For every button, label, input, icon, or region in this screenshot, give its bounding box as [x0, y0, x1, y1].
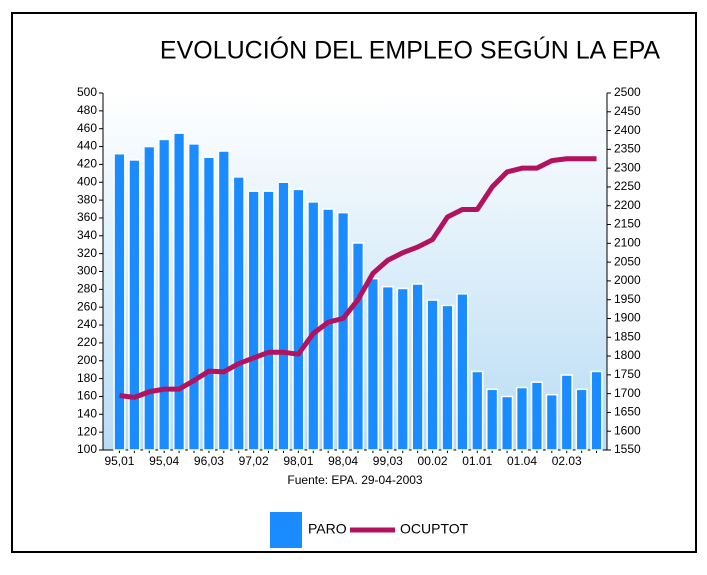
bar — [187, 143, 201, 451]
y2-tick-label: 1950 — [614, 292, 641, 306]
bar — [486, 388, 499, 451]
legend-label: OCUPTOT — [400, 521, 469, 537]
bar — [277, 181, 290, 451]
y-tick-label: 300 — [77, 264, 97, 278]
bar — [530, 381, 544, 451]
bar — [113, 152, 126, 451]
y2-tick-label: 2450 — [614, 104, 641, 118]
y-tick-label: 160 — [77, 389, 97, 403]
bar — [262, 190, 275, 451]
bar — [590, 370, 603, 451]
bar — [396, 287, 409, 451]
bar — [143, 145, 156, 451]
frame — [11, 12, 697, 553]
y-tick-label: 200 — [77, 353, 97, 367]
y-tick-label: 320 — [77, 246, 97, 260]
bar — [232, 176, 245, 451]
y2-tick-label: 1650 — [614, 405, 641, 419]
bar — [322, 208, 335, 451]
y-tick-label: 340 — [77, 228, 97, 242]
y2-tick-label: 2200 — [614, 198, 641, 212]
bar — [411, 283, 424, 451]
bar — [575, 388, 588, 451]
y-tick-label: 380 — [77, 192, 97, 206]
y-tick-label: 420 — [77, 157, 97, 171]
y-tick-label: 360 — [77, 210, 97, 224]
y-tick-label: 140 — [77, 406, 97, 420]
y2-tick-label: 2150 — [614, 217, 641, 231]
y-tick-label: 180 — [77, 371, 97, 385]
y2-tick-label: 2400 — [614, 123, 641, 137]
y-tick-label: 440 — [77, 139, 97, 153]
y2-tick-label: 1800 — [614, 348, 641, 362]
x-tick-label: 98,01 — [283, 454, 313, 468]
x-tick-label: 02.03 — [552, 454, 582, 468]
bar — [217, 150, 230, 451]
bar — [247, 190, 260, 451]
x-tick-label: 01.04 — [507, 454, 537, 468]
y2-tick-label: 1600 — [614, 423, 641, 437]
y2-tick-label: 1550 — [614, 442, 641, 456]
bar — [515, 386, 529, 451]
x-tick-label: 95,04 — [149, 454, 179, 468]
y-tick-label: 260 — [77, 299, 97, 313]
bar — [172, 132, 186, 451]
y2-tick-label: 1700 — [614, 386, 641, 400]
bar — [292, 188, 305, 451]
x-tick-label: 97,02 — [239, 454, 269, 468]
y2-tick-label: 1750 — [614, 367, 641, 381]
x-tick-label: 99,03 — [373, 454, 403, 468]
bar — [500, 395, 514, 451]
bar — [545, 393, 558, 451]
y2-tick-label: 2100 — [614, 235, 641, 249]
y-tick-label: 240 — [77, 317, 97, 331]
bar — [381, 285, 394, 451]
subtitle: Fuente: EPA. 29-04-2003 — [287, 473, 423, 487]
y-tick-label: 280 — [77, 282, 97, 296]
legend-label: PARO — [308, 521, 347, 537]
y-tick-label: 400 — [77, 174, 97, 188]
x-tick-label: 95,01 — [104, 454, 134, 468]
line — [119, 156, 597, 400]
bar — [560, 374, 573, 451]
legend-swatch — [270, 512, 302, 548]
y2-tick-label: 1900 — [614, 311, 641, 325]
y2-tick-label: 1850 — [614, 329, 641, 343]
y-tick-label: 500 — [77, 85, 97, 99]
bar — [336, 211, 350, 451]
bar — [202, 156, 216, 451]
x-tick-label: 01.01 — [462, 454, 492, 468]
x-tick-label: 98,04 — [328, 454, 358, 468]
bar — [426, 299, 439, 451]
bar — [471, 370, 484, 451]
y2-tick-label: 2300 — [614, 160, 641, 174]
y-tick-label: 100 — [77, 442, 97, 456]
bar — [128, 159, 141, 451]
y-tick-label: 480 — [77, 103, 97, 117]
bar — [351, 242, 365, 451]
bar — [158, 138, 171, 451]
x-tick-label: 00.02 — [418, 454, 448, 468]
y-tick-label: 460 — [77, 121, 97, 135]
y2-tick-label: 2250 — [614, 179, 641, 193]
y-tick-label: 120 — [77, 424, 97, 438]
y-tick-label: 220 — [77, 335, 97, 349]
bar — [366, 277, 380, 451]
bar — [441, 304, 454, 451]
y2-tick-label: 2350 — [614, 142, 641, 156]
y2-tick-label: 2500 — [614, 85, 641, 99]
x-tick-label: 96,03 — [194, 454, 224, 468]
chart-title: EVOLUCIÓN DEL EMPLEO SEGÚN LA EPA — [160, 36, 660, 65]
bar — [307, 201, 320, 451]
bar — [456, 293, 469, 451]
y2-tick-label: 2000 — [614, 273, 641, 287]
y2-tick-label: 2050 — [614, 254, 641, 268]
